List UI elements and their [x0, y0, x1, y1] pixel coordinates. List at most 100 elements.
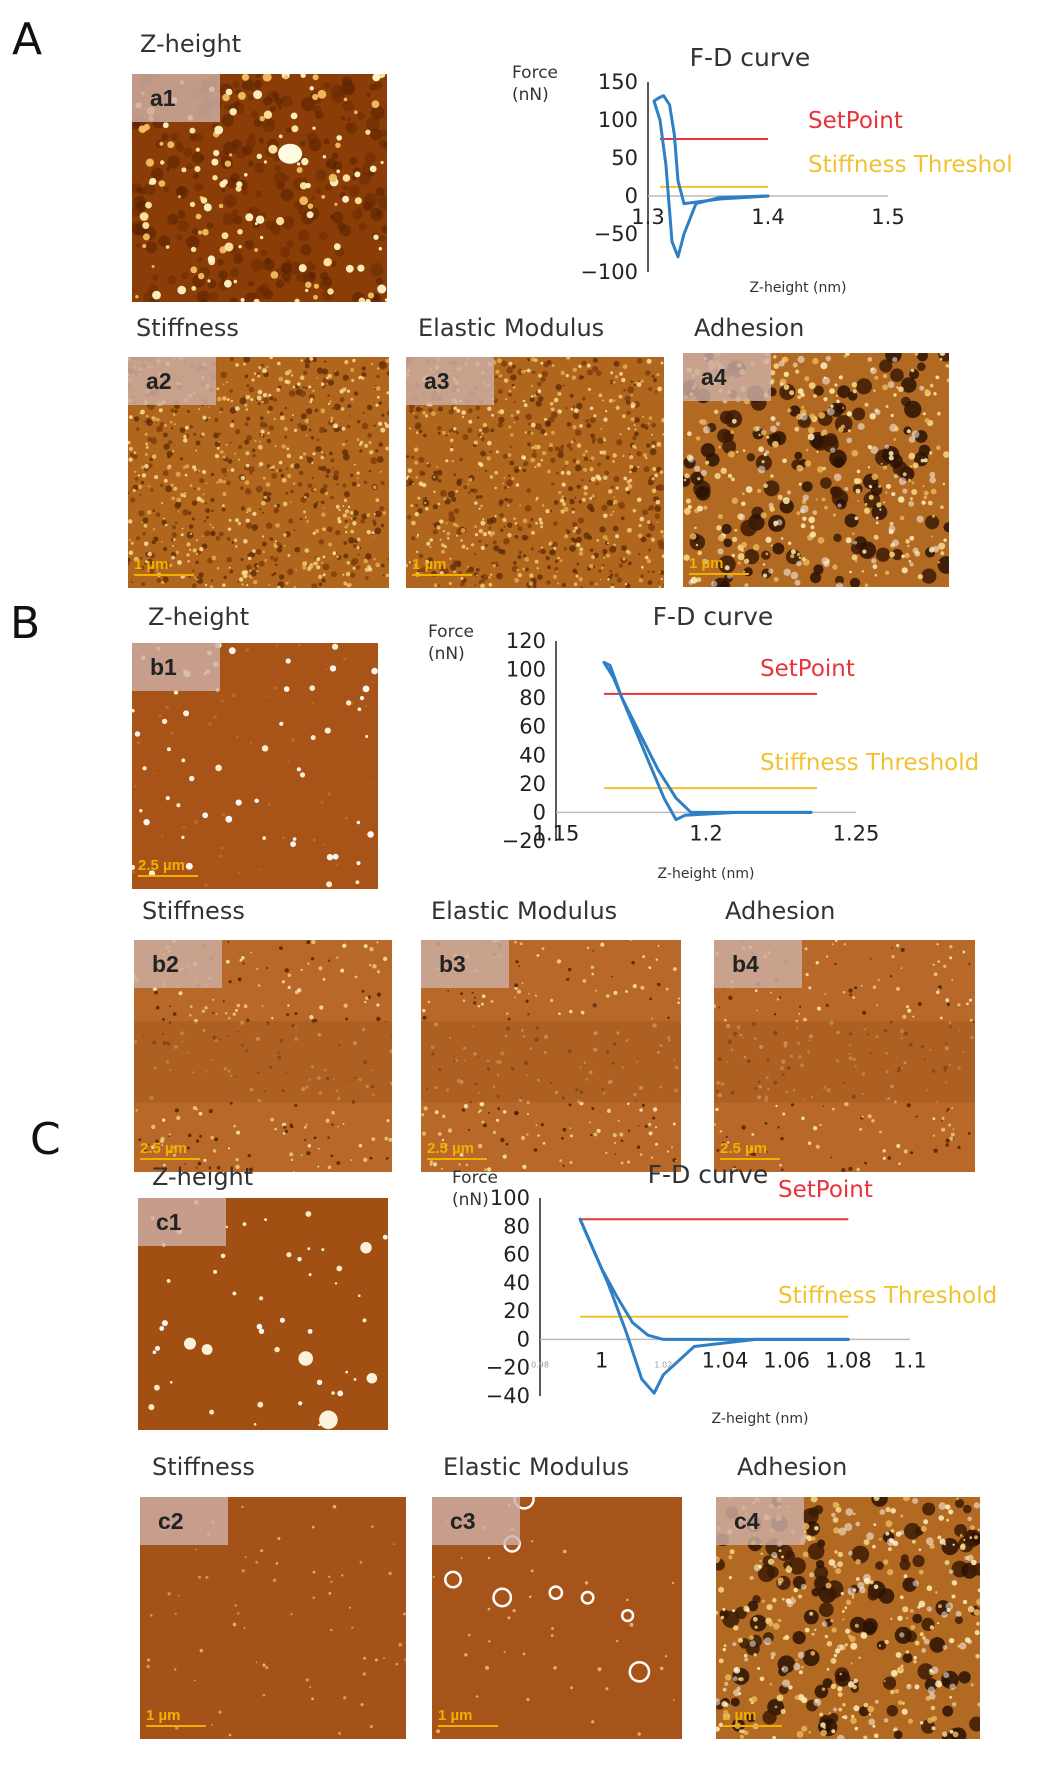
- y-tick-label: 0: [625, 184, 638, 208]
- scale-bar: 2.5 µm: [427, 1140, 487, 1160]
- y-axis-label: Force (nN): [512, 63, 558, 105]
- image-label: b3: [421, 940, 509, 988]
- scale-bar: 1 µm: [438, 1707, 498, 1727]
- image-label: c4: [716, 1497, 804, 1545]
- a3-title: Elastic Modulus: [418, 314, 605, 342]
- x-axis-label: Z-height (nm): [750, 280, 847, 296]
- approach-curve: [602, 660, 813, 814]
- afm-image-c4: c4 1 µm: [716, 1497, 980, 1739]
- afm-image-c3: c3 1 µm: [432, 1497, 682, 1739]
- scale-bar: 2.5 µm: [720, 1140, 780, 1160]
- retract-curve: [578, 1217, 850, 1395]
- c4-title: Adhesion: [737, 1453, 848, 1481]
- retract-curve: [652, 95, 770, 259]
- x-tick-label: 1.2: [689, 821, 722, 845]
- y-tick-label: 100: [490, 1186, 530, 1210]
- y-tick-label: 120: [506, 629, 546, 653]
- image-label: a4: [683, 353, 771, 401]
- afm-image-b3: b3 2.5 µm: [421, 940, 681, 1172]
- chart-title: F-D curve: [653, 602, 774, 631]
- scale-bar: 2.5 µm: [138, 857, 198, 877]
- x-tick-label: 1.25: [833, 821, 880, 845]
- y-axis-label: Force (nN): [452, 1168, 498, 1210]
- image-label: b2: [134, 940, 222, 988]
- stiffness-threshold-label: Stiffness Threshold: [760, 750, 979, 776]
- y-tick-label: 40: [503, 1271, 530, 1295]
- section-b-letter: B: [10, 598, 41, 649]
- retract-curve: [602, 660, 813, 822]
- image-label: a3: [406, 357, 494, 405]
- x-tick-label: 1.04: [702, 1348, 749, 1372]
- y-tick-label: 20: [503, 1299, 530, 1323]
- stiffness-threshold-label: Stiffness Threshol: [808, 152, 1013, 178]
- section-a-letter: A: [12, 14, 43, 65]
- image-label: c1: [138, 1198, 226, 1246]
- y-tick-label: 100: [506, 658, 546, 682]
- afm-image-a3: a3 1 µm: [406, 357, 664, 588]
- afm-image-c1: c1: [138, 1198, 388, 1430]
- afm-image-a1: a1: [132, 74, 387, 302]
- scale-bar: 1 µm: [134, 556, 194, 576]
- y-tick-label: 60: [503, 1243, 530, 1267]
- afm-image-c2: c2 1 µm: [140, 1497, 406, 1739]
- x-tick-label: 1.5: [871, 205, 904, 229]
- scale-bar: 1 µm: [146, 1707, 206, 1727]
- y-tick-label: 40: [519, 743, 546, 767]
- afm-image-b2: b2 2.5 µm: [134, 940, 392, 1172]
- a1-title: Z-height: [140, 30, 242, 58]
- c1-title: Z-height: [152, 1163, 254, 1191]
- stiffness-threshold-label: Stiffness Threshold: [778, 1283, 997, 1309]
- image-label: c2: [140, 1497, 228, 1545]
- image-label: b1: [132, 643, 220, 691]
- y-tick-label: 0: [517, 1327, 530, 1351]
- approach-curve: [578, 1217, 850, 1341]
- y-tick-label: 60: [519, 715, 546, 739]
- afm-image-a2: a2 1 µm: [128, 357, 389, 588]
- x-tick-label: 1.15: [533, 821, 580, 845]
- a4-title: Adhesion: [694, 314, 805, 342]
- y-tick-label: 50: [611, 146, 638, 170]
- image-label: c3: [432, 1497, 520, 1545]
- scale-bar: 1 µm: [689, 555, 749, 575]
- y-tick-label: 150: [598, 70, 638, 94]
- b4-title: Adhesion: [725, 897, 836, 925]
- b2-title: Stiffness: [142, 897, 245, 925]
- y-tick-label: 80: [503, 1214, 530, 1238]
- x-tick-label: 1: [595, 1348, 608, 1372]
- setpoint-label: SetPoint: [778, 1177, 873, 1203]
- y-tick-label: −20: [486, 1356, 530, 1380]
- b1-title: Z-height: [148, 603, 250, 631]
- x-tick-label: 0.98: [531, 1360, 549, 1369]
- scale-bar: 2.5 µm: [140, 1140, 200, 1160]
- scale-bar: 1 µm: [722, 1707, 782, 1727]
- c3-title: Elastic Modulus: [443, 1453, 630, 1481]
- y-tick-label: 0: [533, 800, 546, 824]
- y-tick-label: 20: [519, 772, 546, 796]
- x-tick-label: 1.08: [825, 1348, 872, 1372]
- setpoint-label: SetPoint: [808, 108, 903, 134]
- image-label: a2: [128, 357, 216, 405]
- x-axis-label: Z-height (nm): [712, 1411, 809, 1427]
- y-axis-label: Force (nN): [428, 622, 474, 664]
- y-tick-label: −50: [594, 222, 638, 246]
- chart-title: F-D curve: [690, 43, 811, 72]
- y-tick-label: −40: [486, 1384, 530, 1408]
- approach-curve: [658, 94, 770, 206]
- afm-image-a4: a4 1 µm: [683, 353, 949, 587]
- y-tick-label: −100: [580, 260, 638, 284]
- afm-image-b4: b4 2.5 µm: [714, 940, 975, 1172]
- y-tick-label: 100: [598, 108, 638, 132]
- c2-title: Stiffness: [152, 1453, 255, 1481]
- b3-title: Elastic Modulus: [431, 897, 618, 925]
- x-axis-label: Z-height (nm): [658, 866, 755, 882]
- section-c-letter: C: [30, 1114, 61, 1165]
- a2-title: Stiffness: [136, 314, 239, 342]
- x-tick-label: 1.1: [893, 1348, 926, 1372]
- x-tick-label: 1.02: [654, 1360, 672, 1369]
- scale-bar: 1 µm: [412, 556, 472, 576]
- image-label: b4: [714, 940, 802, 988]
- x-tick-label: 1.06: [763, 1348, 810, 1372]
- x-tick-label: 1.3: [631, 205, 664, 229]
- x-tick-label: 1.4: [751, 205, 784, 229]
- y-tick-label: 80: [519, 686, 546, 710]
